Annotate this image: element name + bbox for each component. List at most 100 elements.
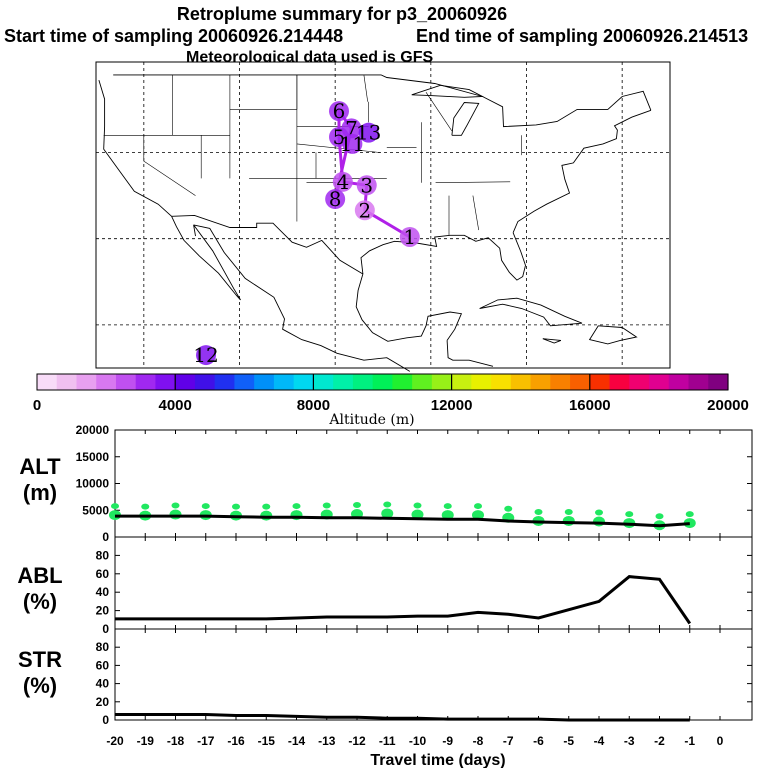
panel-ylabel: (%) [23,673,57,698]
us-canada-border [113,74,652,128]
x-tick-label: -19 [137,734,155,748]
trajectory-marker-day-2 [354,200,375,221]
trajectory-marker-day-3 [356,175,377,196]
trajectory-marker-day-6 [328,101,349,122]
trajectory-marker-day-8 [325,189,346,210]
x-tick-label: -11 [379,734,396,748]
trajectory-marker-day-13 [358,122,379,143]
x-tick-label: -10 [409,734,427,748]
alt-scatter-point [201,503,210,510]
trajectory-day-label: 8 [329,187,342,211]
trajectory-marker-day-11 [342,133,363,154]
alt-scatter-point [534,508,543,515]
colorbar-swatch [392,374,413,390]
colorbar-swatch [688,374,709,390]
colorbar-tick-label: 20000 [707,397,749,414]
y-tick-label: 40 [96,677,110,691]
mexico-pacific-coast [193,224,411,372]
state-boundary [143,135,196,196]
colorbar-tick-label: 8000 [297,397,330,414]
panel-frame [114,536,753,630]
colorbar-swatch [273,374,295,390]
colorbar-swatch [234,374,255,390]
colorbar-swatch [649,374,670,390]
colorbar-frame [36,373,729,391]
alt-scatter-point [169,509,182,520]
colorbar-swatch [570,374,591,390]
y-tick-label: 0 [102,713,109,727]
alt-scatter-point [625,511,634,518]
colorbar-tick-label: 0 [33,397,41,414]
trajectory-marker-day-7 [341,118,362,139]
alt-scatter-point [141,503,150,510]
central-america [446,340,494,367]
colorbar-tick-label: 4000 [159,397,192,414]
trajectory-day-label: 1 [403,225,416,249]
baja-east-coast [193,224,241,301]
x-tick-label: -15 [258,734,276,748]
panel-frame [114,628,753,721]
colorbar-tick-label: 16000 [569,397,611,414]
us-west-coast [98,79,172,217]
altitude-colorbar: 0 4000 8000 12000 16000 20000 [33,373,749,414]
alt-scatter-point [441,510,454,521]
colorbar-swatch [155,374,176,390]
time-series-panels: 05000100001500020000ALT(m)020406080ABL(%… [17,423,753,748]
x-tick-label: -18 [167,734,185,748]
trajectory-day-label: 2 [358,198,371,222]
hispaniola [588,325,638,345]
y-tick-label: 80 [96,640,110,654]
panel-2: 0 20 40 60 80 ABL(%) [17,536,753,636]
panel-ylabel: STR [18,647,62,672]
colorbar-swatch [293,374,314,390]
x-tick-label: -17 [197,734,215,748]
y-tick-label: 60 [96,658,110,672]
colorbar-swatch [668,374,690,390]
y-tick-label: 40 [96,585,110,599]
colorbar-swatch [37,374,58,390]
panel-ylabel: ABL [17,563,62,588]
y-tick-label: 80 [96,548,110,562]
colorbar-swatch [708,374,729,390]
colorbar-swatch [530,374,551,390]
x-tick-label: -6 [533,734,544,748]
colorbar-label: Altitude (m) [328,412,414,428]
great-lake-superior [411,84,485,98]
y-tick-label: 60 [96,567,110,581]
alt-scatter-point [504,505,513,512]
alt-scatter-point [593,516,605,527]
start-time-label: Start time of sampling 20060926.214448 [4,26,343,46]
colorbar-swatch [431,374,453,390]
colorbar-swatch [56,374,78,390]
trajectory-day-label: 4 [336,170,349,194]
x-tick-label: -9 [442,734,453,748]
colorbar-swatch [550,374,571,390]
colorbar-swatch [175,374,196,390]
colorbar-swatch [254,374,275,390]
x-tick-label: -12 [348,734,366,748]
x-tick-label: -20 [106,734,124,748]
x-tick-label: 0 [717,734,724,748]
baja-west-coast [171,216,241,301]
alt-scatter-point [383,501,392,508]
x-tick-label: -7 [503,734,514,748]
y-tick-label: 20 [96,695,110,709]
colorbar-swatch [194,374,216,390]
cuba [479,297,583,327]
state-boundary [472,195,479,231]
alt-mean-line [115,514,690,528]
colorbar-swatch [76,374,97,390]
alt-scatter-point [260,510,273,521]
gulf-coast [360,232,526,281]
state-boundary [363,74,368,102]
y-tick-label: 20 [96,604,110,618]
map-coastlines [98,74,652,372]
alt-scatter-point [232,503,240,510]
colorbar-swatch [214,374,236,390]
colorbar-swatch [333,374,354,390]
colorbar-swatch [609,374,630,390]
alt-scatter-point [353,501,361,508]
series-line [115,575,692,625]
